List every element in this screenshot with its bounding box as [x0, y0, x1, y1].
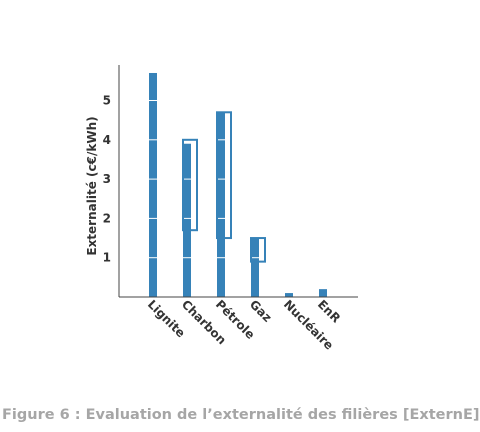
- y-tick-label: 1: [103, 251, 111, 265]
- bar-1: [183, 143, 191, 297]
- category-label: EnR: [315, 297, 343, 325]
- bar-3: [251, 238, 259, 297]
- y-tick-label: 4: [103, 133, 111, 147]
- range-box-1: [182, 138, 198, 232]
- category-label: Gaz: [247, 297, 275, 325]
- axes-group: [118, 65, 358, 298]
- ranges-group: [182, 111, 266, 263]
- figure-caption: Figure 6 : Evaluation de l’externalité d…: [2, 407, 480, 423]
- y-axis-label: Externalité (c€/kWh): [85, 116, 99, 255]
- y-tick-label: 3: [103, 172, 111, 186]
- bars-group: [149, 72, 327, 298]
- y-tick-labels: 1 2 3 4 5: [103, 94, 111, 265]
- y-tick-label: 5: [103, 94, 111, 108]
- y-tick-label: 2: [103, 211, 111, 225]
- bar-5: [319, 289, 327, 297]
- range-box-2: [216, 111, 232, 240]
- range-box-3: [250, 237, 266, 263]
- bar-0: [149, 72, 157, 298]
- bar-4: [285, 293, 293, 297]
- bar-2: [217, 112, 225, 297]
